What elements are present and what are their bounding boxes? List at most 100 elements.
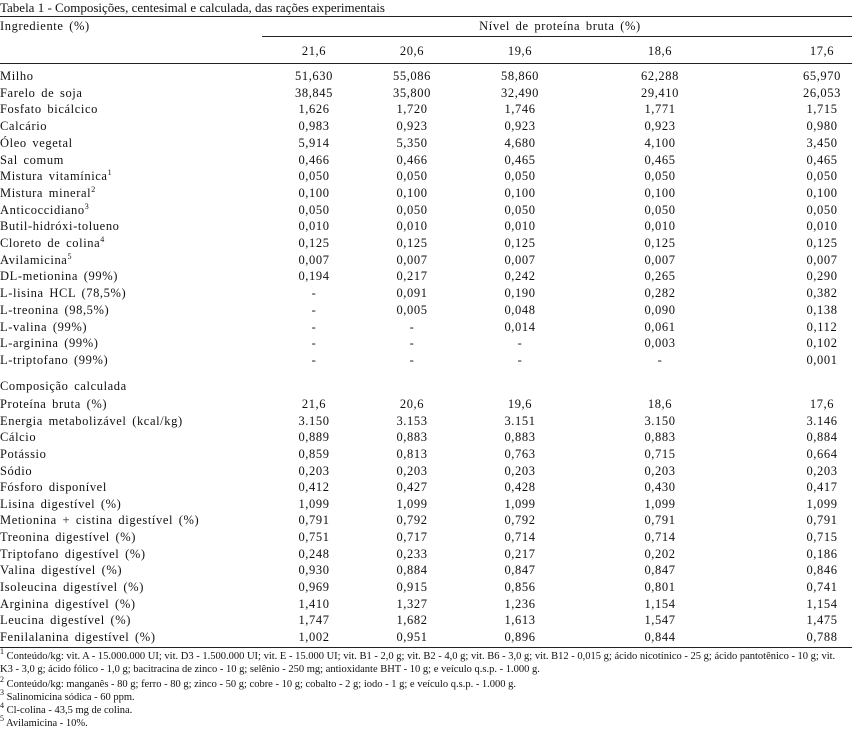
- cell-value: 1,720: [396, 102, 428, 117]
- row-label: Avilamicina5: [0, 252, 72, 268]
- row-name: Fósforo disponível: [0, 480, 107, 495]
- row-name: Valina digestível (%): [0, 563, 123, 578]
- cell-value: 0,112: [806, 319, 838, 334]
- level-header: 18,6: [647, 44, 673, 58]
- row-name: DL-metionina (99%): [0, 269, 118, 284]
- cell-value: 0,050: [396, 202, 428, 217]
- cell-value: 1,099: [504, 496, 536, 511]
- rule: [0, 63, 852, 64]
- cell-value: 0,014: [504, 319, 536, 334]
- footnote: 4 Cl-colina - 43,5 mg de colina.: [0, 702, 850, 717]
- level-header: 20,6: [399, 44, 425, 58]
- cell-value: 0,466: [298, 152, 330, 167]
- cell-value: 0,751: [298, 530, 330, 545]
- section-label: Composição calculada: [0, 379, 127, 393]
- cell-value: 0,100: [298, 185, 330, 200]
- row-name: Calcário: [0, 119, 48, 134]
- cell-value: 5,914: [298, 135, 330, 150]
- footnote: 5 Avilamicina - 10%.: [0, 715, 850, 730]
- cell-value: 0,050: [504, 202, 536, 217]
- cell-value: 0,217: [396, 269, 428, 284]
- footnote-text: Avilamicina - 10%.: [6, 718, 88, 729]
- row-name: Milho: [0, 69, 34, 83]
- footnote: 3 Salinomicina sódica - 60 ppm.: [0, 689, 850, 704]
- header-first: Ingrediente (%): [0, 19, 90, 33]
- row-name: Fenilalanina digestível (%): [0, 629, 156, 644]
- cell-value: 0,050: [298, 169, 330, 184]
- cell-value: 1,771: [644, 102, 676, 117]
- cell-value: 0,715: [644, 446, 676, 461]
- cell-value: 0,091: [396, 286, 428, 301]
- cell-value: 0,883: [396, 430, 428, 445]
- cell-value: 55,086: [393, 69, 431, 83]
- row-label: Arginina digestível (%): [0, 596, 136, 612]
- cell-value: 1,547: [644, 613, 676, 628]
- cell-value: 0,884: [396, 563, 428, 578]
- cell-value: 0,983: [298, 119, 330, 134]
- row-label: Mistura mineral2: [0, 185, 96, 201]
- row-name: Treonina digestível (%): [0, 530, 137, 545]
- cell-value: 0,010: [644, 219, 676, 234]
- cell-value: 3.150: [644, 413, 676, 428]
- row-name: Fosfato bicálcico: [0, 102, 98, 117]
- cell-value: 1,682: [396, 613, 428, 628]
- cell-value: 1,236: [504, 596, 536, 611]
- cell-value: -: [311, 286, 317, 301]
- cell-value: 0,010: [298, 219, 330, 234]
- cell-value: 1,327: [396, 596, 428, 611]
- cell-value: 0,923: [504, 119, 536, 134]
- cell-value: 0,763: [504, 446, 536, 461]
- row-name: L-lisina HCL (78,5%): [0, 286, 127, 301]
- cell-value: -: [311, 352, 317, 367]
- cell-value: 0,846: [806, 563, 838, 578]
- row-name: L-triptofano (99%): [0, 352, 109, 367]
- row-label: L-triptofano (99%): [0, 352, 108, 368]
- row-label: Fósforo disponível: [0, 479, 107, 495]
- row-name: Avilamicina: [0, 252, 68, 267]
- cell-value: 0,125: [298, 236, 330, 250]
- cell-value: 0,714: [644, 530, 676, 545]
- cell-value: 1,154: [644, 596, 676, 611]
- row-label: Calcário: [0, 118, 47, 134]
- level-header: 17,6: [809, 44, 835, 58]
- cell-value: 0,951: [396, 629, 428, 644]
- footnote-text: Conteúdo/kg: manganês - 80 g; ferro - 80…: [6, 679, 517, 690]
- cell-value: 0,915: [396, 580, 428, 595]
- cell-value: 32,490: [501, 85, 539, 100]
- row-name: Cloreto de colina: [0, 236, 101, 250]
- cell-value: 0,100: [504, 185, 536, 200]
- footnote-mark: 2: [0, 675, 4, 684]
- cell-value: -: [517, 336, 523, 351]
- cell-value: 0,859: [298, 446, 330, 461]
- cell-value: 0,050: [298, 202, 330, 217]
- cell-value: 3.150: [298, 413, 330, 428]
- cell-value: 0,889: [298, 430, 330, 445]
- row-label: Sal comum: [0, 152, 64, 168]
- cell-value: 0,203: [298, 463, 330, 478]
- cell-value: 0,282: [644, 286, 676, 301]
- cell-value: 0,980: [806, 119, 838, 134]
- row-name: Lisina digestível (%): [0, 496, 122, 511]
- cell-value: 0,007: [504, 252, 536, 267]
- cell-value: -: [311, 319, 317, 334]
- cell-value: -: [657, 352, 663, 367]
- cell-value: 0,007: [644, 252, 676, 267]
- cell-value: 0,010: [504, 219, 536, 234]
- cell-value: 0,715: [806, 530, 838, 545]
- cell-value: 0,050: [644, 202, 676, 217]
- row-name: Leucina digestível (%): [0, 613, 132, 628]
- row-label: L-lisina HCL (78,5%): [0, 285, 126, 301]
- cell-value: 0,194: [298, 269, 330, 284]
- cell-value: 0,125: [644, 236, 676, 250]
- cell-value: 0,203: [644, 463, 676, 478]
- cell-value: 0,847: [644, 563, 676, 578]
- level-header: 19,6: [507, 44, 533, 58]
- cell-value: 0,203: [504, 463, 536, 478]
- row-label: Fosfato bicálcico: [0, 101, 98, 117]
- cell-value: 0,100: [644, 185, 676, 200]
- row-label: Sódio: [0, 463, 32, 479]
- cell-value: 0,883: [504, 430, 536, 445]
- row-name: Mistura vitamínica: [0, 169, 108, 184]
- cell-value: 0,125: [396, 236, 428, 250]
